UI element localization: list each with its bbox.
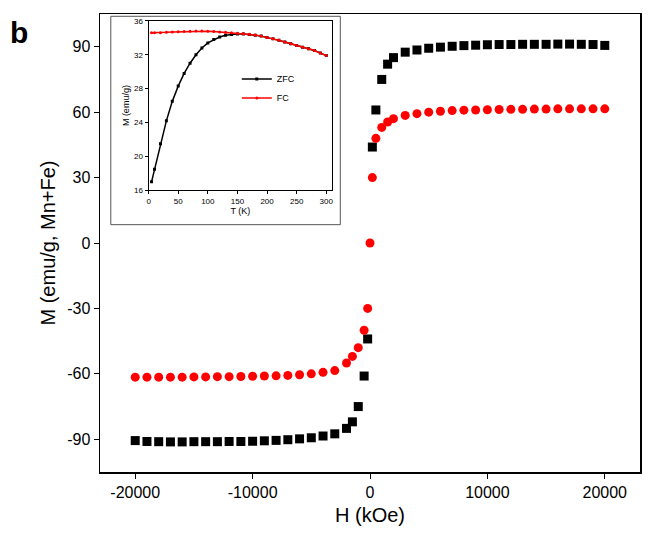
svg-text:M (emu/g, Mn+Fe): M (emu/g, Mn+Fe)	[37, 160, 59, 325]
svg-text:10000: 10000	[465, 484, 510, 501]
svg-text:20: 20	[134, 152, 143, 161]
svg-text:30: 30	[73, 169, 91, 186]
svg-text:20000: 20000	[583, 484, 628, 501]
svg-text:24: 24	[134, 118, 143, 127]
svg-text:16: 16	[134, 186, 143, 195]
svg-text:28: 28	[134, 84, 143, 93]
svg-text:-30: -30	[67, 300, 90, 317]
svg-text:T (K): T (K)	[230, 206, 250, 216]
svg-text:100: 100	[201, 197, 215, 206]
svg-text:-60: -60	[67, 365, 90, 382]
svg-text:36: 36	[134, 17, 143, 26]
svg-text:250: 250	[290, 197, 304, 206]
svg-text:200: 200	[260, 197, 274, 206]
svg-text:FC: FC	[277, 93, 289, 103]
svg-text:M (emu/g): M (emu/g)	[121, 85, 131, 126]
svg-text:150: 150	[231, 197, 245, 206]
svg-text:H (kOe): H (kOe)	[335, 504, 405, 526]
svg-text:60: 60	[73, 104, 91, 121]
svg-text:b: b	[10, 16, 28, 49]
svg-text:300: 300	[320, 197, 334, 206]
svg-text:-90: -90	[67, 431, 90, 448]
svg-text:0: 0	[366, 484, 375, 501]
svg-text:0: 0	[146, 197, 151, 206]
svg-text:90: 90	[73, 38, 91, 55]
svg-text:50: 50	[174, 197, 183, 206]
svg-text:0: 0	[81, 235, 90, 252]
svg-text:32: 32	[134, 51, 143, 60]
svg-text:-20000: -20000	[110, 484, 160, 501]
svg-text:-10000: -10000	[228, 484, 278, 501]
svg-text:ZFC: ZFC	[277, 74, 295, 84]
